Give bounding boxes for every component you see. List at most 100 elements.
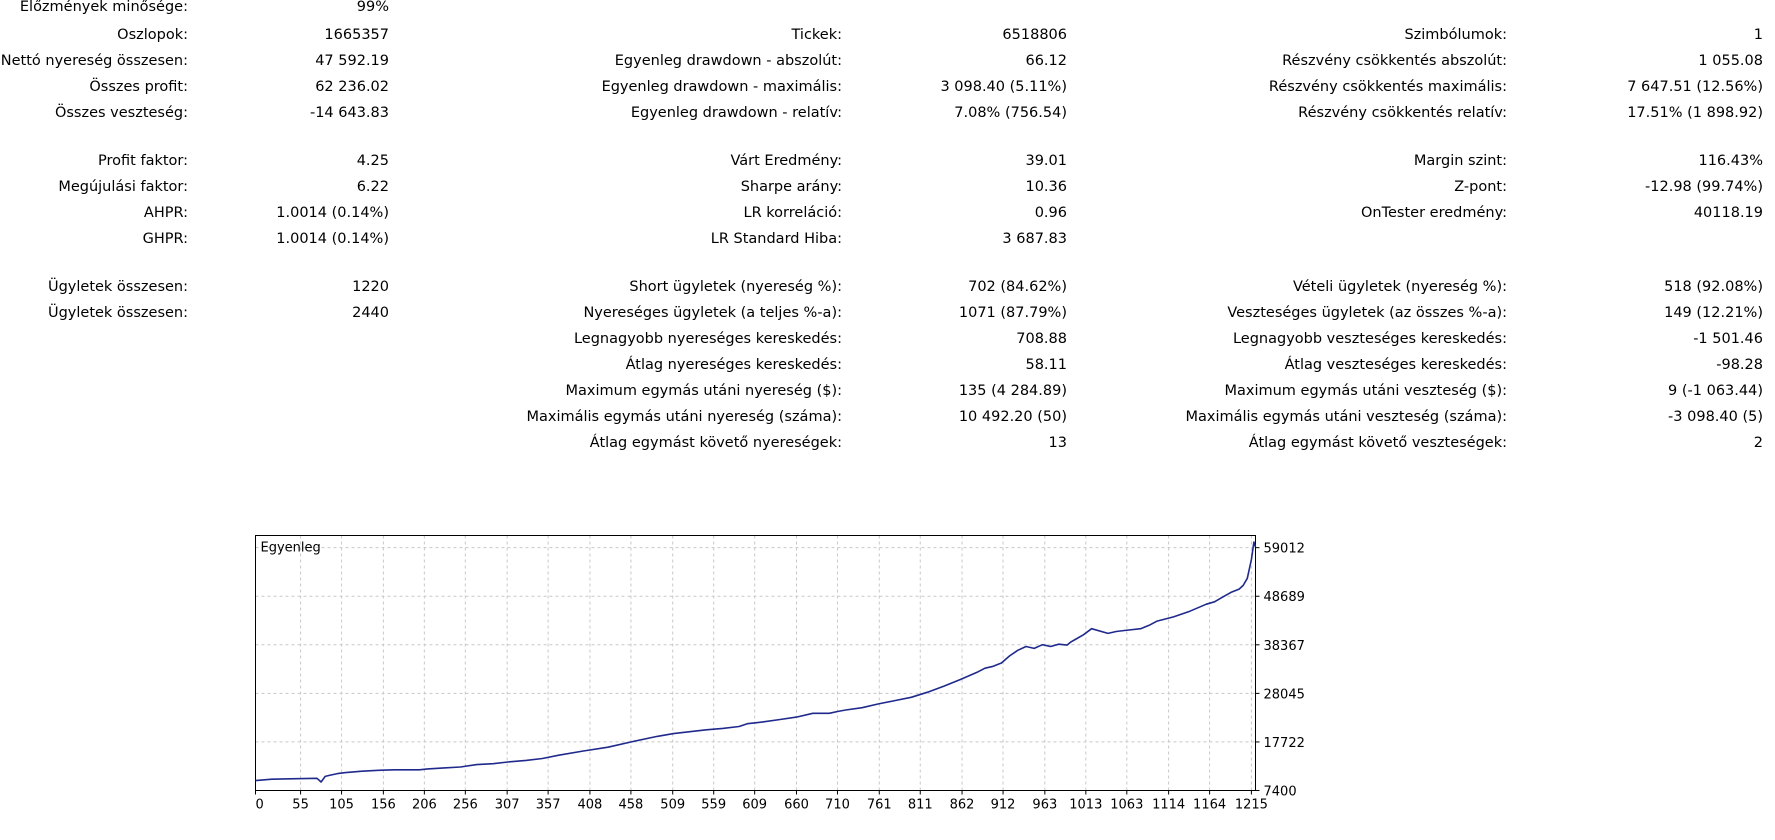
y-tick-label: 59012 [1264, 542, 1305, 557]
stat-value: 149 (12.21%) [1664, 305, 1763, 321]
y-tick-label: 28045 [1264, 687, 1305, 702]
stats-row: Maximum egymás utáni nyereség ($): 135 (4… [0, 380, 1775, 402]
x-tick-label: 710 [825, 798, 850, 813]
stat-label: AHPR: [143, 205, 188, 221]
stat-value: 1.0014 (0.14%) [276, 231, 389, 247]
x-tick-label: 761 [867, 798, 892, 813]
stat-label: Egyenleg drawdown - relatív: [630, 105, 842, 121]
stat-value: 1071 (87.79%) [958, 305, 1067, 321]
x-tick-label: 0 [256, 798, 264, 813]
stat-label: Szimbólumok: [1404, 27, 1507, 43]
stats-row: Összes profit: 62 236.02 Egyenleg drawdown… [0, 76, 1775, 98]
x-tick-label: 156 [371, 798, 396, 813]
stat-value: 62 236.02 [315, 79, 389, 95]
x-tick-label: 912 [991, 798, 1016, 813]
balance-chart-svg: Egyenleg 0 55 105 156 206 256 307 357 408 458 509 55… [255, 535, 1305, 813]
stat-value: 1665357 [324, 27, 389, 43]
stat-label: Z-pont: [1454, 179, 1507, 195]
stat-value: 58.11 [1025, 357, 1067, 373]
balance-chart: Egyenleg 0 55 105 156 206 256 307 357 408 458 509 55… [255, 535, 1435, 840]
stat-label: Részvény csökkentés abszolút: [1282, 53, 1507, 69]
x-tick-label: 105 [329, 798, 354, 813]
plot-background [255, 535, 1256, 791]
x-tick-label: 1114 [1152, 798, 1185, 813]
stat-label: Előzmények minősége: [19, 0, 188, 15]
stat-value: 708.88 [1016, 331, 1067, 347]
stat-label: Legnagyobb veszteséges kereskedés: [1232, 331, 1507, 347]
stat-value: 10.36 [1025, 179, 1067, 195]
stat-value: 518 (92.08%) [1664, 279, 1763, 295]
stats-row: Összes veszteség: -14 643.83 Egyenleg draw… [0, 102, 1775, 124]
balance-series-line [255, 541, 1257, 783]
chart-title: Egyenleg [261, 541, 321, 556]
stat-label: Ügyletek összesen: [47, 279, 188, 295]
stat-label: Veszteséges ügyletek (az összes %-a): [1227, 305, 1507, 321]
stat-value: 1220 [352, 279, 389, 295]
y-tick-label: 38367 [1264, 639, 1305, 654]
stat-label: OnTester eredmény: [1361, 205, 1507, 221]
stat-label: Várt Eredmény: [730, 153, 842, 169]
stat-label: Megújulási faktor: [58, 179, 188, 195]
stats-row: Átlag nyereséges kereskedés: 58.11 Átlag v… [0, 354, 1775, 376]
stats-row: Ügyletek összesen: 1220 Short ügyletek (ny… [0, 276, 1775, 298]
stat-label: Maximális egymás utáni veszteség (száma)… [1185, 409, 1507, 425]
stats-row: Átlag egymást követő nyereségek: 13 Átlag … [0, 432, 1775, 454]
stat-label: Részvény csökkentés maximális: [1268, 79, 1507, 95]
x-tick-label: 609 [742, 798, 767, 813]
stat-value: 1 [1753, 27, 1763, 43]
x-tick-label: 256 [453, 798, 478, 813]
stats-row: Profit faktor: 4.25 Várt Eredmény: 39.01 Mar… [0, 150, 1775, 172]
stats-row: Ügyletek összesen: 2440 Nyereséges ügylete… [0, 302, 1775, 324]
stat-value: 13 [1048, 435, 1067, 451]
stat-label: Tickek: [791, 27, 843, 43]
stat-label: Átlag nyereséges kereskedés: [625, 357, 842, 373]
stat-value: 10 492.20 (50) [958, 409, 1067, 425]
stat-value: 116.43% [1698, 153, 1763, 169]
stats-row: Megújulási faktor: 6.22 Sharpe arány: 10.36… [0, 176, 1775, 198]
stat-value: -12.98 (99.74%) [1645, 179, 1763, 195]
stat-value: -3 098.40 (5) [1668, 409, 1763, 425]
x-tick-label: 1063 [1110, 798, 1143, 813]
stat-value: 3 687.83 [1002, 231, 1067, 247]
stat-value: 7 647.51 (12.56%) [1627, 79, 1763, 95]
stat-value: 2440 [352, 305, 389, 321]
stat-value: 40118.19 [1693, 205, 1763, 221]
stats-row: AHPR: 1.0014 (0.14%) LR korreláció: 0.96 OnT… [0, 202, 1775, 224]
stats-row-history-quality: Előzmények minősége: 99% [0, 0, 1775, 18]
x-tick-label: 307 [495, 798, 520, 813]
stat-label: Összes profit: [89, 79, 188, 95]
stat-value: 99% [356, 0, 389, 15]
stat-label: Ügyletek összesen: [47, 305, 188, 321]
stat-label: Maximum egymás utáni veszteség ($): [1224, 383, 1507, 399]
stat-value: 47 592.19 [315, 53, 389, 69]
stat-label: Margin szint: [1413, 153, 1507, 169]
stat-label: Legnagyobb nyereséges kereskedés: [573, 331, 842, 347]
stat-value: 1.0014 (0.14%) [276, 205, 389, 221]
stat-value: 17.51% (1 898.92) [1627, 105, 1763, 121]
stat-label: GHPR: [142, 231, 188, 247]
x-tick-label: 1013 [1069, 798, 1102, 813]
stat-value: 7.08% (756.54) [954, 105, 1067, 121]
stats-row: Legnagyobb nyereséges kereskedés: 708.88 L… [0, 328, 1775, 350]
stat-value: -14 643.83 [309, 105, 389, 121]
stat-value: 0.96 [1034, 205, 1067, 221]
stats-row: Maximális egymás utáni nyereség (száma):… [0, 406, 1775, 428]
stat-label: Átlag egymást követő nyereségek: [589, 435, 842, 451]
y-tick-label: 17722 [1264, 736, 1305, 751]
stat-value: 6518806 [1002, 27, 1067, 43]
stat-value: 135 (4 284.89) [958, 383, 1067, 399]
x-tick-label: 408 [578, 798, 603, 813]
x-tick-label: 357 [536, 798, 561, 813]
stats-row: Oszlopok: 1665357 Tickek: 6518806 Szimbólumo… [0, 24, 1775, 46]
x-tick-label: 559 [701, 798, 726, 813]
stat-value: 702 (84.62%) [968, 279, 1067, 295]
stat-value: 6.22 [356, 179, 389, 195]
x-tick-label: 963 [1032, 798, 1057, 813]
x-tick-label: 206 [412, 798, 437, 813]
stat-label: Maximális egymás utáni nyereség (száma): [526, 409, 842, 425]
x-tick-label: 862 [950, 798, 975, 813]
stat-label: Vételi ügyletek (nyereség %): [1292, 279, 1507, 295]
stat-value: -1 501.46 [1693, 331, 1763, 347]
x-tick-label: 55 [292, 798, 309, 813]
x-tick-label: 811 [908, 798, 933, 813]
